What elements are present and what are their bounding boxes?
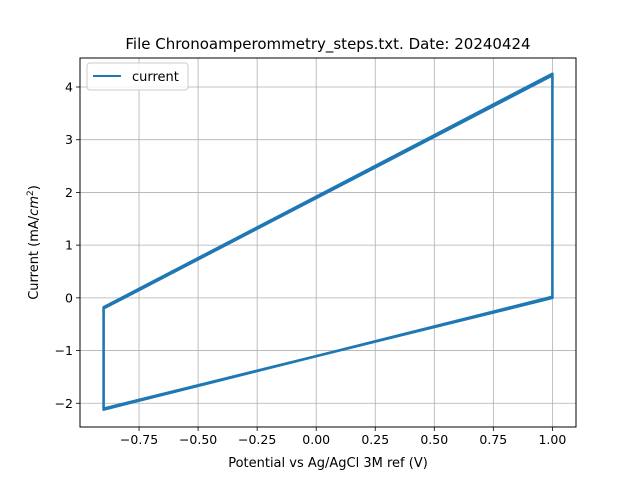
x-tick-label: −0.75 [120,432,158,447]
x-tick-label: 1.00 [538,432,566,447]
series-line-current [102,72,554,411]
chart-title: File Chronoamperommetry_steps.txt. Date:… [125,35,530,54]
x-axis-label: Potential vs Ag/AgCl 3M ref (V) [228,456,428,471]
y-axis-label-var: cm [27,196,42,216]
y-axis-label-main: Current (mA/ [27,215,42,300]
y-tick-label: 1 [65,238,73,253]
x-tick-label: 0.25 [361,432,389,447]
x-tick-label: 0.50 [420,432,448,447]
legend-label-current: current [132,70,179,85]
x-tick-label: −0.50 [179,432,217,447]
y-tick-label: 4 [65,79,73,94]
x-tick-label: 0.75 [479,432,507,447]
y-axis-label-sup: 2 [26,190,36,196]
x-tick-label: 0.00 [302,432,330,447]
legend: current [86,62,189,91]
y-axis-label-end: ) [27,185,42,190]
x-tick-label: −0.25 [238,432,276,447]
y-tick-label: 2 [65,185,73,200]
plot-area [102,72,554,411]
ticks: −0.75 −0.50 −0.25 0.00 0.25 0.50 0.75 1.00 −2 −1 0… [55,79,567,447]
y-tick-label: −1 [55,343,73,358]
y-tick-label: 0 [65,290,73,305]
legend-box [86,62,189,91]
y-tick-label: −2 [55,396,73,411]
y-axis-label: Current (mA/cm2) [26,185,42,300]
y-tick-label: 3 [65,132,73,147]
axes-frame [79,57,577,428]
